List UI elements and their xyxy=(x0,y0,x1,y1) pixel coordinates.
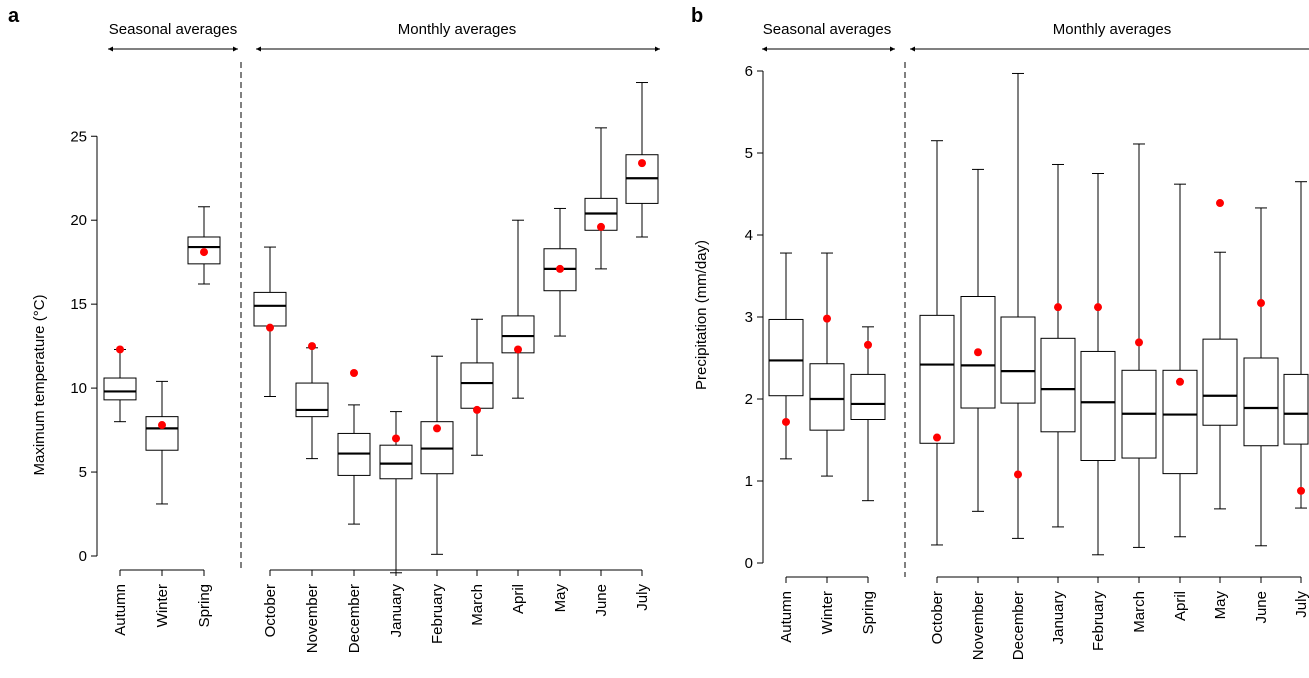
panel-b-monthly-arrow-left xyxy=(910,46,915,52)
panel-b-x-tick-label-november: November xyxy=(970,591,987,660)
panel-a-box-march xyxy=(460,362,494,409)
panel-b-box-october xyxy=(919,314,955,444)
panel-b-box-spring xyxy=(850,373,886,420)
panel-b-x-tick-label-july: July xyxy=(1293,591,1309,618)
panel-a-point-spring xyxy=(200,248,208,257)
panel-b-point-june xyxy=(1257,299,1265,308)
panel-a-y-axis-title: Maximum temperature (°C) xyxy=(31,294,48,475)
panel-b-point-january xyxy=(1054,303,1062,312)
panel-b-y-tick-label-4: 4 xyxy=(745,227,753,244)
panel-b-y-tick-label-6: 6 xyxy=(745,63,753,80)
panel-b-box-autumn xyxy=(768,318,804,397)
panel-a-point-november xyxy=(308,342,316,351)
panel-b-x-tick-label-january: January xyxy=(1050,591,1067,645)
panel-a-point-february xyxy=(433,424,441,433)
panel-a-seasonal-arrow-left xyxy=(108,46,113,52)
panel-a-point-winter xyxy=(158,421,166,430)
panel-a-x-tick-label-may: May xyxy=(552,584,569,613)
panel-a-y-tick-label-20: 20 xyxy=(70,212,87,229)
panel-b-x-tick-label-autumn: Autumn xyxy=(778,591,795,643)
panel-b-box-january xyxy=(1040,337,1076,433)
panel-a-point-march xyxy=(473,405,481,414)
panel-a-x-tick-label-february: February xyxy=(429,584,446,645)
panel-b-monthly-label: Monthly averages xyxy=(1053,21,1171,38)
panel-a-letter: a xyxy=(8,5,20,27)
panel-b-box-december xyxy=(1000,316,1036,404)
panel-a-point-december xyxy=(350,368,358,377)
panel-a-point-autumn xyxy=(116,345,124,354)
panel-a-x-tick-label-july: July xyxy=(634,584,651,611)
panel-b-x-tick-label-winter: Winter xyxy=(819,591,836,634)
panel-a-box-autumn xyxy=(103,377,137,401)
panel-b-x-tick-label-spring: Spring xyxy=(860,591,877,634)
panel-a-y-tick-label-0: 0 xyxy=(79,548,87,565)
panel-a-x-tick-label-winter: Winter xyxy=(154,584,171,627)
panel-b-y-tick-label-2: 2 xyxy=(745,391,753,408)
panel-a-y-tick-label-5: 5 xyxy=(79,464,87,481)
panel-a-x-tick-label-april: April xyxy=(510,584,527,614)
panel-b-box-april xyxy=(1162,369,1198,475)
panel-b-point-october xyxy=(933,433,941,442)
panel-a-x-tick-label-december: December xyxy=(346,584,363,653)
panel-b-x-tick-label-march: March xyxy=(1131,591,1148,633)
panel-a-box-january xyxy=(379,444,413,480)
panel-b-point-november xyxy=(974,348,982,357)
panel-b-precipitation-chart: b Seasonal averages Monthly averages Pre… xyxy=(691,5,1309,660)
panel-b-y-tick-label-0: 0 xyxy=(745,555,753,572)
panel-b-box-may xyxy=(1202,338,1238,426)
panel-b-point-spring xyxy=(864,340,872,349)
panel-a-point-may xyxy=(556,264,564,273)
panel-b-y-tick-label-1: 1 xyxy=(745,473,753,490)
panel-b-box-june xyxy=(1243,357,1279,447)
panel-b-x-tick-label-february: February xyxy=(1090,591,1107,652)
panel-b-y-axis-title: Precipitation (mm/day) xyxy=(693,240,710,390)
panel-b-y-tick-label-3: 3 xyxy=(745,309,753,326)
panel-b-letter: b xyxy=(691,5,703,27)
panel-b-x-tick-label-june: June xyxy=(1253,591,1270,624)
panel-a-y-tick-label-15: 15 xyxy=(70,296,87,313)
panel-a-point-july xyxy=(638,159,646,168)
panel-a-box-november xyxy=(295,382,329,418)
panel-b-point-april xyxy=(1176,377,1184,386)
panel-b-x-tick-label-may: May xyxy=(1212,591,1229,620)
panel-a-y-tick-label-10: 10 xyxy=(70,380,87,397)
panel-b-x-tick-label-december: December xyxy=(1010,591,1027,660)
panel-a-x-tick-label-spring: Spring xyxy=(196,584,213,627)
panel-a-y-tick-label-25: 25 xyxy=(70,128,87,145)
panel-a-point-april xyxy=(514,345,522,354)
panel-a-box-october xyxy=(253,291,287,327)
panel-b-point-july xyxy=(1297,486,1305,495)
panel-a-x-tick-label-june: June xyxy=(593,584,610,617)
panel-a-point-january xyxy=(392,434,400,443)
panel-a-x-tick-label-november: November xyxy=(304,584,321,653)
panel-b-x-tick-label-october: October xyxy=(929,591,946,644)
panel-b-box-july xyxy=(1283,373,1309,445)
panel-b-seasonal-arrow-left xyxy=(762,46,767,52)
panel-b-point-may xyxy=(1216,199,1224,208)
panel-b-seasonal-arrow-right xyxy=(890,46,895,52)
panel-a-monthly-label: Monthly averages xyxy=(398,21,516,38)
panel-a-point-june xyxy=(597,222,605,231)
panel-a-point-october xyxy=(266,323,274,332)
panel-b-y-tick-label-5: 5 xyxy=(745,145,753,162)
panel-b-point-autumn xyxy=(782,417,790,426)
panel-b-box-february xyxy=(1080,350,1116,461)
panel-a-x-tick-label-october: October xyxy=(262,584,279,637)
panel-b-x-tick-label-april: April xyxy=(1172,591,1189,621)
panel-a-x-tick-label-march: March xyxy=(469,584,486,626)
panel-a-seasonal-label: Seasonal averages xyxy=(109,21,237,38)
panel-b-point-winter xyxy=(823,314,831,323)
panel-a-monthly-arrow-right xyxy=(655,46,660,52)
panel-a-x-tick-label-january: January xyxy=(388,584,405,638)
panel-b-point-february xyxy=(1094,303,1102,312)
panel-b-seasonal-label: Seasonal averages xyxy=(763,21,891,38)
panel-a-x-tick-label-autumn: Autumn xyxy=(112,584,129,636)
panel-b-point-december xyxy=(1014,470,1022,479)
panel-b-point-march xyxy=(1135,338,1143,347)
panel-b-box-winter xyxy=(809,363,845,431)
panel-a-seasonal-arrow-right xyxy=(233,46,238,52)
panel-a-monthly-arrow-left xyxy=(256,46,261,52)
panel-a-temperature-chart: a Seasonal averages Monthly averages Max… xyxy=(8,5,660,653)
